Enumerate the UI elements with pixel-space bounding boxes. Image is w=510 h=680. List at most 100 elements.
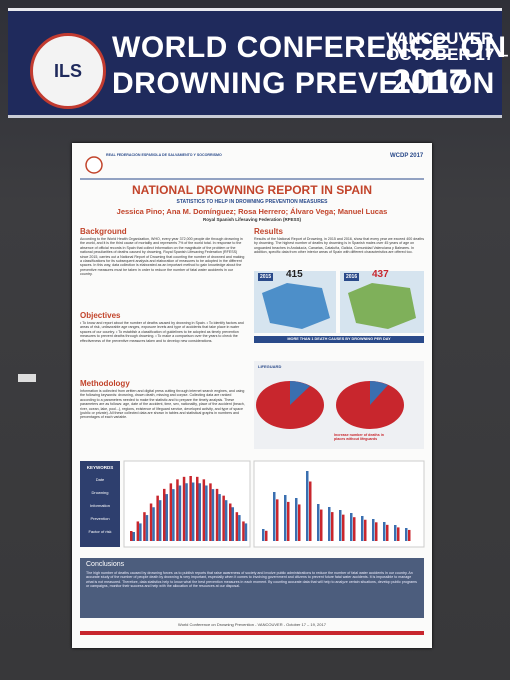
keywords-box bbox=[80, 461, 120, 547]
map-count: 437 bbox=[372, 269, 389, 280]
decorative-bar bbox=[386, 524, 389, 541]
decorative-bar bbox=[185, 483, 188, 541]
banner-title: WORLD CONFERENCE ON bbox=[112, 31, 507, 64]
section-heading: Results bbox=[254, 227, 283, 236]
footer-bar bbox=[80, 631, 424, 635]
pie-label: LIFEGUARD bbox=[258, 364, 282, 369]
decorative-bar bbox=[182, 476, 186, 541]
decorative-bar bbox=[222, 495, 225, 541]
decorative-bar bbox=[189, 476, 192, 541]
section-heading: Background bbox=[80, 227, 127, 236]
decorative-bar bbox=[202, 479, 206, 541]
poster-subtitle: STATISTICS TO HELP IN DROWNING PREVENTIO… bbox=[176, 199, 328, 205]
decorative-bar bbox=[178, 485, 182, 541]
poster: REAL FEDERACIÓN ESPAÑOLA DE SALVAMENTO Y… bbox=[72, 143, 432, 648]
decorative-bar bbox=[331, 512, 334, 541]
section-text: The high number of deaths caused by drow… bbox=[86, 571, 417, 589]
decorative-bar bbox=[295, 498, 298, 541]
decorative-bar bbox=[145, 515, 149, 541]
decorative-bar bbox=[152, 507, 155, 541]
decorative-bar bbox=[405, 528, 408, 541]
badge: WCDP 2017 bbox=[390, 153, 424, 159]
decorative-bar bbox=[287, 501, 290, 541]
decorative-bar bbox=[408, 529, 411, 541]
decorative-bar bbox=[218, 494, 221, 541]
decorative-bar bbox=[229, 503, 232, 541]
pie-slice bbox=[370, 381, 388, 405]
pie-note: Increase number of deaths in places with… bbox=[334, 433, 384, 441]
section-text: Results of the National Report of Drowni… bbox=[254, 237, 424, 255]
section-text: • To know and report about the number of… bbox=[80, 321, 244, 343]
footer: World Conference on Drowning Prevention … bbox=[178, 622, 326, 627]
keyword: Factor of risk bbox=[88, 529, 112, 534]
decorative-bar bbox=[276, 499, 279, 541]
decorative-bar bbox=[309, 481, 312, 541]
decorative-bar bbox=[317, 504, 320, 541]
decorative-bar bbox=[328, 507, 331, 541]
keyword: Date bbox=[95, 477, 105, 482]
decorative-bar bbox=[284, 495, 287, 541]
decorative-bar bbox=[231, 507, 234, 541]
conclusions-box bbox=[80, 558, 424, 618]
section-heading: Objectives bbox=[80, 311, 121, 320]
decorative-bar bbox=[158, 500, 162, 541]
wall-tag bbox=[18, 374, 36, 382]
decorative-bar bbox=[306, 471, 309, 541]
decorative-bar bbox=[211, 489, 215, 541]
decorative-bar bbox=[191, 482, 195, 541]
decorative-bar bbox=[205, 485, 208, 541]
decorative-bar bbox=[156, 495, 159, 541]
decorative-bar bbox=[262, 529, 265, 541]
decorative-bar bbox=[339, 510, 342, 541]
decorative-bar bbox=[383, 522, 386, 541]
decorative-bar bbox=[235, 512, 239, 541]
decorative-bar bbox=[165, 494, 168, 541]
map-year: 2015 bbox=[258, 273, 274, 281]
banner-title: DROWNING PREVENTION bbox=[112, 67, 495, 100]
decorative-bar bbox=[136, 521, 140, 541]
org-name: REAL FEDERACIÓN ESPAÑOLA DE SALVAMENTO Y… bbox=[106, 153, 222, 157]
decorative-bar bbox=[196, 476, 199, 541]
keyword: Prevention bbox=[90, 516, 110, 521]
map-shape bbox=[348, 283, 416, 329]
conference-banner: ILS WORLD CONFERENCE ON DROWNING PREVENT… bbox=[8, 8, 510, 118]
pie-slice bbox=[290, 381, 310, 405]
decorative-bar bbox=[265, 530, 268, 541]
decorative-bar bbox=[130, 531, 133, 541]
decorative-bar bbox=[361, 516, 364, 541]
decorative-bar bbox=[132, 532, 135, 541]
decorative-bar bbox=[298, 504, 301, 541]
decorative-bar bbox=[238, 515, 241, 541]
section-heading: Conclusions bbox=[86, 561, 125, 568]
decorative-bar bbox=[139, 523, 142, 541]
decorative-bar bbox=[215, 488, 219, 541]
decorative-bar bbox=[320, 509, 323, 541]
decorative-bar bbox=[209, 483, 212, 541]
decorative-bar bbox=[242, 521, 245, 541]
decorative-bar bbox=[198, 483, 201, 541]
poster-graphics bbox=[80, 156, 425, 635]
decorative-bar bbox=[169, 483, 173, 541]
map-count: 415 bbox=[286, 269, 303, 280]
decorative-bar bbox=[172, 489, 175, 541]
keyword: Information bbox=[89, 503, 110, 508]
banner-city: VANCOUVER bbox=[386, 29, 494, 48]
keyword: Drowning bbox=[91, 490, 109, 495]
decorative-bar bbox=[394, 525, 397, 541]
highlight-text: MORE THAN 1 DEATH CAUSES BY DROWNING PER… bbox=[287, 337, 391, 341]
decorative-bar bbox=[342, 514, 345, 541]
decorative-bar bbox=[273, 492, 276, 541]
bar-decoration bbox=[130, 471, 411, 541]
decorative-bar bbox=[372, 519, 375, 541]
decorative-bar bbox=[397, 527, 400, 541]
decorative-bar bbox=[224, 500, 228, 541]
banner-year: 2017 bbox=[392, 63, 468, 101]
section-text: According to the World Health Organizati… bbox=[80, 237, 245, 277]
org-logo bbox=[85, 156, 103, 174]
decorative-bar bbox=[143, 512, 146, 541]
decorative-bar bbox=[353, 517, 356, 541]
section-heading: Methodology bbox=[80, 379, 130, 388]
decorative-bar bbox=[350, 513, 353, 541]
authors: Jessica Pino; Ana M. Domínguez; Rosa Her… bbox=[116, 207, 388, 216]
banner-dates: OCTOBER 17 – 19 bbox=[386, 45, 510, 64]
